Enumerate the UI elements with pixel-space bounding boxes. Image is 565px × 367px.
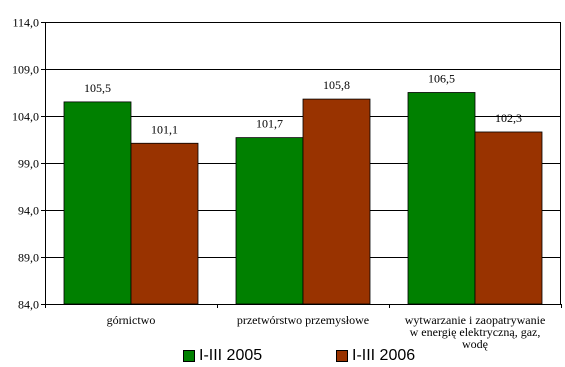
bar-i-iii-2006-cat-2 <box>302 98 371 305</box>
data-labels: 105,5 101,7 106,5 101,1 105,8 102,3 <box>84 72 522 137</box>
bar-i-iii-2005-cat-2 <box>235 137 304 305</box>
y-tick-label: 109,0 <box>12 63 39 77</box>
bar-i-iii-2006-cat-3 <box>474 131 543 305</box>
bar-i-iii-2006-cat-1 <box>130 142 199 305</box>
bars <box>63 92 543 305</box>
data-label-i-iii-2005-cat-2: 101,7 <box>256 117 283 131</box>
y-tick-label: 114,0 <box>12 16 39 30</box>
legend-item-i-iii-2005: I-III 2005 <box>183 347 262 365</box>
y-tick-label: 99,0 <box>18 157 39 171</box>
data-label-i-iii-2006-cat-2: 105,8 <box>323 78 350 92</box>
legend-label-i-iii-2005: I-III 2005 <box>199 347 263 364</box>
y-axis: 84,0 89,0 94,0 99,0 104,0 109,0 114,0 <box>12 16 45 312</box>
y-tick-label: 89,0 <box>18 251 39 265</box>
category-label-gornictwo: górnictwo <box>106 313 156 327</box>
y-tick-label: 94,0 <box>18 204 39 218</box>
x-axis <box>45 304 562 308</box>
legend-swatch-i-iii-2005 <box>183 350 195 362</box>
data-label-i-iii-2006-cat-3: 102,3 <box>495 111 522 125</box>
data-label-i-iii-2005-cat-1: 105,5 <box>84 81 111 95</box>
plot-frame <box>45 22 561 305</box>
bar-i-iii-2005-cat-1 <box>63 101 132 305</box>
category-label-przetworstwo-przemyslowe: przetwórstwo przemysłowe <box>236 313 370 327</box>
y-tick-label: 84,0 <box>18 298 39 312</box>
legend-label-i-iii-2006: I-III 2006 <box>352 347 416 364</box>
legend-swatch-i-iii-2006 <box>336 350 348 362</box>
plot-area-border <box>45 22 561 305</box>
y-tick-label: 104,0 <box>12 110 39 124</box>
data-label-i-iii-2006-cat-1: 101,1 <box>151 122 178 136</box>
data-label-i-iii-2005-cat-3: 106,5 <box>428 72 455 86</box>
bar-i-iii-2005-cat-3 <box>407 92 476 305</box>
legend: I-III 2005 I-III 2006 <box>0 347 565 365</box>
category-label-wytwarzanie-i-zaopatrywanie: wytwarzanie i zaopatrywanie w energię el… <box>404 313 546 351</box>
legend-item-i-iii-2006: I-III 2006 <box>336 347 415 365</box>
